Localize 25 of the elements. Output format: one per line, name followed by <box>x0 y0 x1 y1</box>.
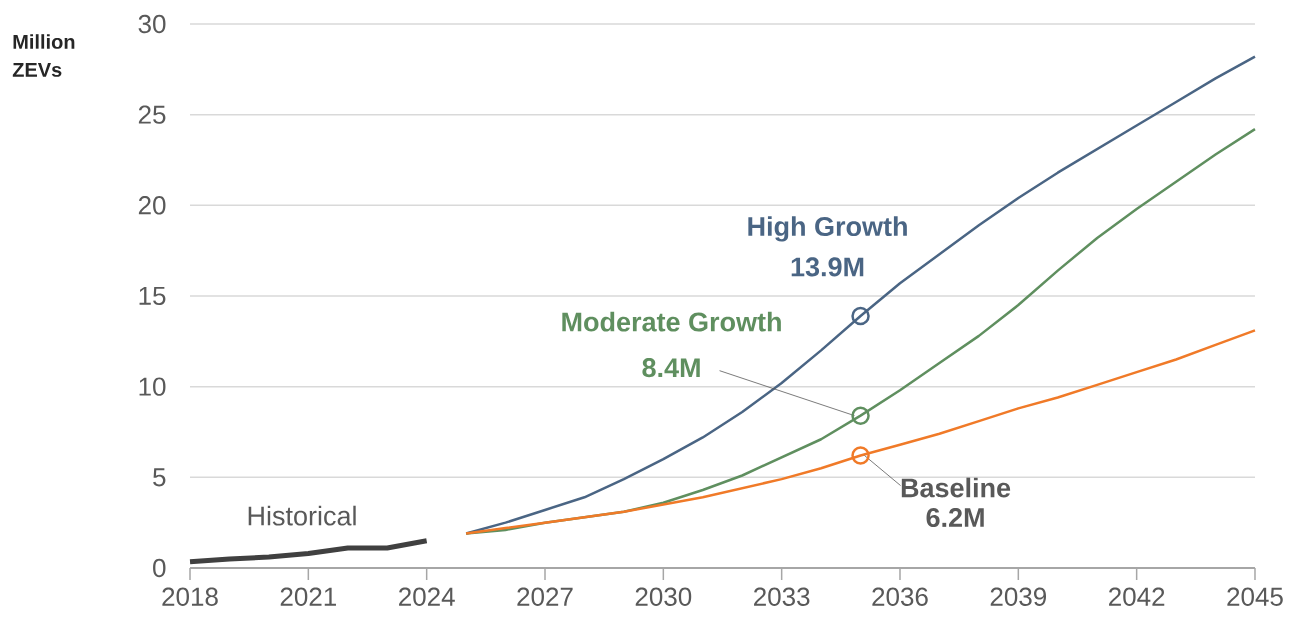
x-tick-label: 2033 <box>754 587 810 606</box>
y-tick-label: 30 <box>138 14 166 34</box>
series-label: High Growth <box>748 216 907 242</box>
data-label: 6.2M <box>926 508 984 528</box>
y-tick-label: 5 <box>153 468 166 487</box>
series-label: Baseline <box>901 477 1011 498</box>
y-tick-label: 20 <box>138 196 166 215</box>
x-tick-label: 2027 <box>517 587 573 606</box>
x-tick-label: 2039 <box>990 587 1047 606</box>
y-axis-title: Million ZEVs <box>12 34 75 77</box>
x-tick-label: 2018 <box>162 587 218 606</box>
x-tick-label: 2030 <box>635 587 692 606</box>
data-label: 13.9M <box>791 257 864 277</box>
x-tick-label: 2024 <box>399 587 455 606</box>
y-tick-label: 25 <box>138 105 166 124</box>
x-tick-label: 2021 <box>280 587 336 606</box>
x-tick-label: 2042 <box>1109 587 1165 606</box>
x-tick-label: 2045 <box>1227 587 1283 606</box>
data-label: 8.4M <box>642 358 700 378</box>
y-tick-label: 15 <box>139 286 166 306</box>
text: Moderate Growth <box>562 311 781 332</box>
y-tick-label: 10 <box>139 377 166 396</box>
x-tick-label: 2036 <box>872 587 928 606</box>
y-tick-label: 0 <box>153 558 166 578</box>
series-label: Historical <box>248 505 356 526</box>
